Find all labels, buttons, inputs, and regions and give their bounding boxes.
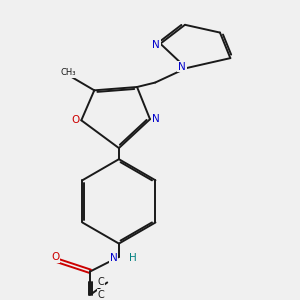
Text: C: C [98,278,105,287]
Text: O: O [51,252,59,262]
Text: N: N [110,254,117,263]
Text: O: O [71,115,80,125]
Text: N: N [178,61,186,72]
Text: C: C [98,290,105,300]
Text: H: H [129,254,137,263]
Text: N: N [152,40,160,50]
Text: CH₃: CH₃ [60,68,76,77]
Text: N: N [152,114,160,124]
